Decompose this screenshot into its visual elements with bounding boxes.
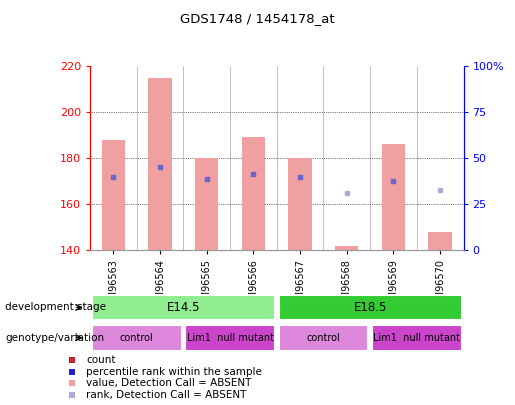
Text: E14.5: E14.5 — [167, 301, 200, 314]
Bar — [148, 77, 172, 250]
Text: rank, Detection Call = ABSENT: rank, Detection Call = ABSENT — [87, 390, 247, 400]
Bar — [92, 294, 275, 320]
Text: percentile rank within the sample: percentile rank within the sample — [87, 367, 262, 377]
Bar — [335, 246, 358, 250]
Text: count: count — [87, 355, 116, 365]
Bar — [382, 144, 405, 250]
Text: control: control — [306, 333, 340, 343]
Bar — [279, 294, 461, 320]
Text: control: control — [120, 333, 153, 343]
Bar — [288, 158, 312, 250]
Bar — [372, 325, 461, 351]
Bar — [279, 325, 368, 351]
Text: Lim1  null mutant: Lim1 null mutant — [373, 333, 460, 343]
Text: development stage: development stage — [5, 303, 106, 312]
Bar — [185, 325, 275, 351]
Text: E18.5: E18.5 — [353, 301, 387, 314]
Bar — [195, 158, 218, 250]
Bar — [102, 140, 125, 250]
Text: genotype/variation: genotype/variation — [5, 333, 104, 343]
Text: Lim1  null mutant: Lim1 null mutant — [186, 333, 273, 343]
Text: GDS1748 / 1454178_at: GDS1748 / 1454178_at — [180, 12, 335, 25]
Bar — [242, 137, 265, 250]
Bar — [428, 232, 452, 250]
Text: value, Detection Call = ABSENT: value, Detection Call = ABSENT — [87, 379, 252, 388]
Bar — [92, 325, 182, 351]
